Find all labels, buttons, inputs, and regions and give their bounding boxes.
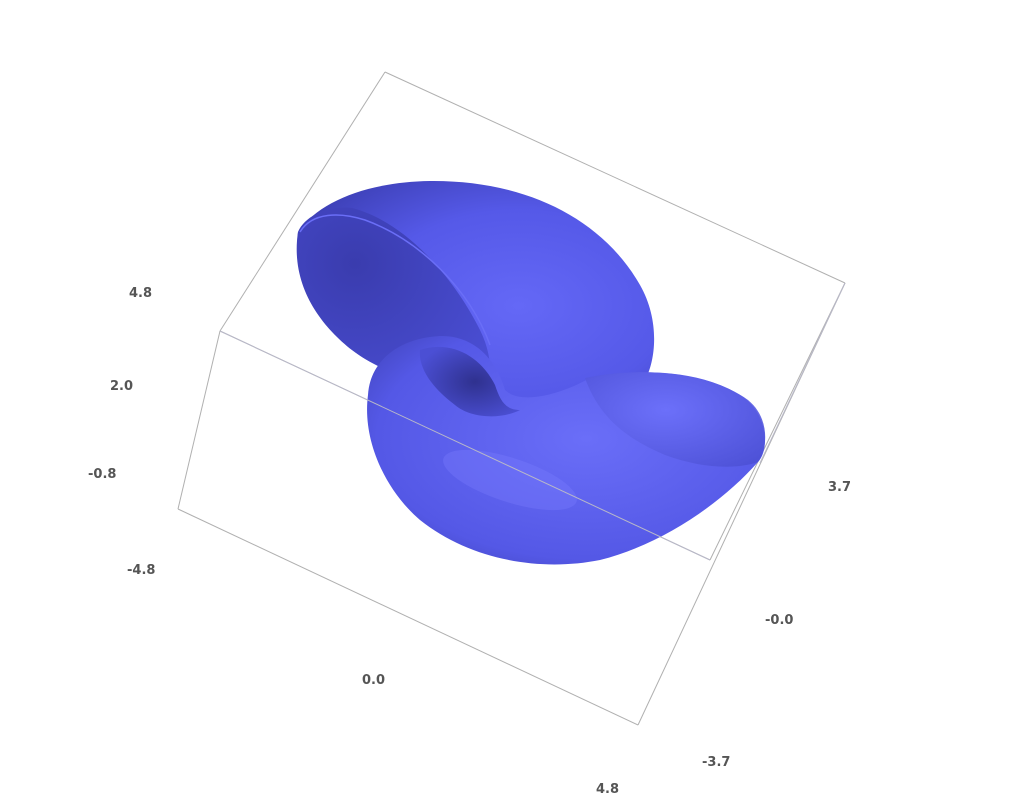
- y-tick-label: 3.7: [828, 480, 852, 495]
- y-tick-label: -3.7: [702, 755, 731, 770]
- x-tick-label: 0.0: [362, 673, 386, 688]
- box-edge: [219, 330, 711, 561]
- z-tick-label: -4.8: [127, 563, 156, 578]
- bounding-box-front: [219, 282, 846, 561]
- y-tick-label: -0.0: [765, 613, 794, 628]
- shell-surface[interactable]: [296, 180, 766, 565]
- surface-central-funnel: [419, 346, 520, 417]
- z-tick-label: -0.8: [88, 467, 117, 482]
- box-edge: [709, 282, 846, 561]
- box-edge: [177, 330, 221, 510]
- surface-highlight: [443, 449, 577, 511]
- surface-right-lobe: [585, 372, 766, 467]
- box-edge: [219, 71, 386, 332]
- x-tick-label: 4.8: [596, 782, 620, 797]
- z-tick-label: 2.0: [110, 379, 134, 394]
- box-edge: [177, 508, 639, 726]
- z-tick-label: 4.8: [129, 286, 153, 301]
- box-edge: [384, 71, 846, 284]
- box-edge: [759, 282, 846, 464]
- surface-opening-edge: [299, 214, 491, 346]
